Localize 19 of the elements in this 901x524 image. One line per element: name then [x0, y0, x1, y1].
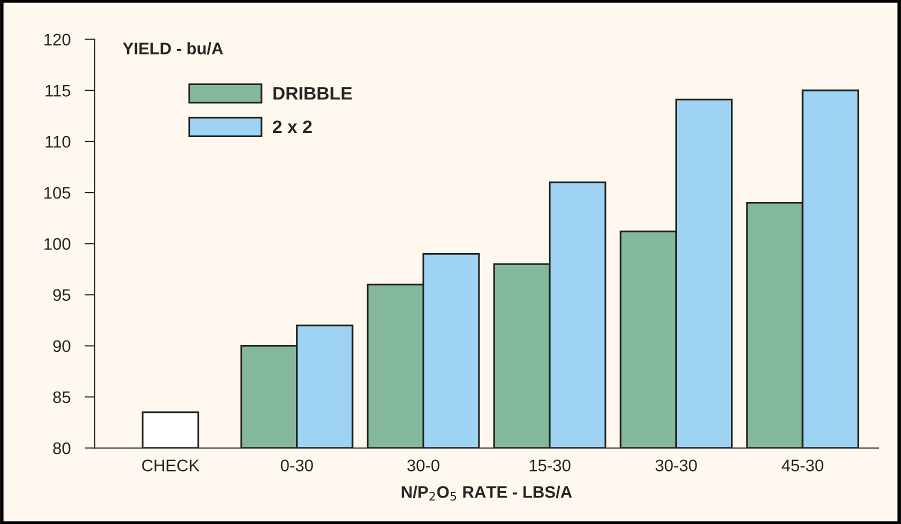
y-tick-label: 80: [53, 442, 70, 454]
x-axis-title: N/P$_{2}$O$_{5}$ RATE - LBS/A: [402, 486, 572, 501]
y-tick-label: 105: [44, 186, 70, 199]
y-tick-label: 100: [44, 238, 70, 250]
y-tick-label: 90: [53, 340, 70, 352]
y-tick-label: 95: [53, 289, 70, 301]
y-axis-title: YIELD - bu/A: [122, 42, 224, 55]
x-tick-label: 30-0: [407, 460, 440, 472]
y-tick-label: 85: [53, 391, 70, 404]
x-tick-label: 45-30: [782, 460, 824, 472]
y-tick-label: 120: [44, 34, 70, 46]
legend-label: 2 x 2: [272, 120, 312, 134]
x-tick-label: 15-30: [530, 460, 570, 472]
y-tick-label: 110: [46, 136, 70, 148]
x-tick-label: 0-30: [280, 460, 313, 472]
y-tick-label: 115: [46, 84, 70, 97]
legend-label: DRIBBLE: [274, 87, 352, 100]
x-tick-label: CHECK: [142, 460, 200, 472]
x-tick-label: 30-30: [656, 460, 697, 472]
